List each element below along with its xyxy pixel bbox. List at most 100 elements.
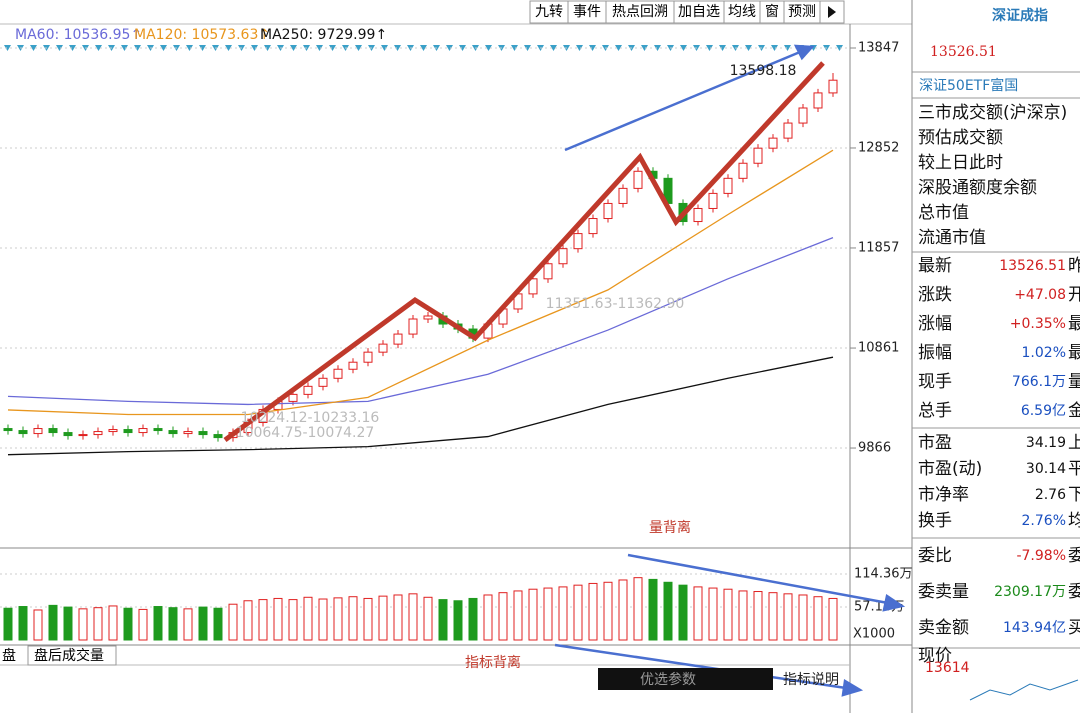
signal-marker [771, 45, 778, 51]
volume-bar [588, 582, 598, 641]
ma-legend: MA120: 10573.63↑ [134, 27, 270, 43]
signal-marker [264, 45, 271, 51]
volume-bar [228, 603, 238, 641]
candle-body [318, 377, 328, 387]
annotation: 量背离 [649, 519, 691, 536]
volume-bar [18, 606, 28, 641]
y-tick-label: 10861 [858, 341, 899, 356]
candle-body [138, 428, 148, 434]
candle-body [783, 122, 793, 139]
row-label: 最新 [918, 256, 952, 276]
volume-bar [108, 605, 118, 641]
volume-bar [708, 587, 718, 641]
etf-link[interactable]: 深证50ETF富国 [919, 77, 1018, 94]
params-label[interactable]: 优选参数 [640, 671, 696, 688]
y-tick-label: 13847 [858, 40, 899, 55]
row-value: +47.08 [1014, 287, 1066, 303]
help-label[interactable]: 指标说明 [783, 672, 839, 688]
toolbar-button[interactable]: 预测 [788, 4, 816, 20]
toolbar-button[interactable]: 窗 [765, 3, 779, 20]
signal-marker [186, 45, 193, 51]
row-suffix: 金 [1068, 401, 1080, 421]
signal-marker [576, 45, 583, 51]
toolbar-button[interactable]: 热点回溯 [612, 4, 668, 20]
row-suffix: 昨 [1068, 256, 1080, 276]
candle-body [558, 248, 568, 265]
volume-bar [663, 581, 673, 641]
signal-marker [589, 45, 596, 51]
panel-title: 深证成指 [992, 7, 1048, 24]
signal-marker [784, 45, 791, 51]
toolbar-button[interactable]: 事件 [573, 4, 601, 20]
volume-bar [648, 578, 658, 641]
volume-bar [63, 606, 73, 641]
arrow [554, 643, 847, 690]
signal-marker [4, 45, 11, 51]
tab[interactable]: 盘后成交量 [34, 647, 104, 664]
row-value: 13526.51 [999, 258, 1066, 274]
volume-bar [528, 588, 538, 641]
volume-bar [738, 590, 748, 641]
candle-body [603, 202, 613, 220]
volume-unit: X1000 [853, 627, 895, 642]
volume-bar [678, 584, 688, 641]
volume-tick-label: 114.36万 [854, 566, 913, 581]
row-label: 总手 [918, 401, 952, 421]
high-label: 13598.18 [730, 63, 797, 79]
candle-body [573, 233, 583, 250]
signal-marker [641, 45, 648, 51]
row-value: 2.76 [1035, 487, 1066, 503]
y-tick-label: 12852 [858, 140, 899, 155]
row-suffix: 最 [1068, 314, 1080, 334]
toolbar-button[interactable]: 均线 [728, 4, 756, 20]
toolbar-button[interactable]: 加自选 [678, 4, 720, 20]
ma-line [7, 237, 834, 406]
volume-bar [543, 587, 553, 641]
candle-body [93, 431, 103, 436]
panel-item: 流通市值 [918, 228, 986, 248]
row-value: 30.14 [1026, 461, 1066, 477]
volume-bar [423, 596, 433, 641]
toolbar-button[interactable]: 九转 [535, 4, 563, 20]
range-label: 10064.75-10074.27 [236, 425, 375, 441]
panel-price: 13526.51 [930, 44, 997, 60]
candle-body [288, 393, 298, 402]
row-value: 34.19 [1026, 435, 1066, 451]
candle-body [708, 192, 718, 209]
signal-marker [420, 45, 427, 51]
volume-bar [633, 577, 643, 641]
row-label: 市盈 [918, 433, 952, 453]
row-value: 1.02% [1022, 345, 1066, 361]
volume-bar [468, 597, 478, 641]
volume-bar [618, 579, 628, 641]
volume-bar [573, 584, 583, 641]
candle-body [588, 218, 598, 235]
signal-marker [355, 45, 362, 51]
panel-item: 三市成交额(沪深京) [918, 103, 1067, 123]
row-suffix: 平 [1068, 459, 1080, 479]
mini-label: 13614 [925, 660, 970, 676]
candle-body [33, 428, 43, 435]
volume-bar [768, 592, 778, 641]
volume-bar [828, 597, 838, 641]
candle-body [528, 278, 538, 295]
row-value: -7.98% [1016, 548, 1066, 564]
volume-bar [603, 581, 613, 641]
tab-box [27, 645, 117, 666]
row-label: 委卖量 [918, 582, 969, 602]
candle-body [393, 333, 403, 345]
candle-body [333, 368, 343, 379]
row-label: 市净率 [918, 485, 969, 505]
arrow-head [841, 678, 864, 697]
row-label: 现手 [918, 372, 952, 392]
candle-body [213, 434, 223, 439]
annotation: 指标背离 [465, 654, 521, 671]
tab[interactable]: 盘 [2, 647, 16, 664]
candle-body [633, 170, 643, 189]
volume-bar [138, 608, 148, 641]
candle-body [693, 207, 703, 223]
candle-body [798, 107, 808, 124]
candle-body [303, 385, 313, 395]
panel-item: 预估成交额 [918, 128, 1003, 148]
